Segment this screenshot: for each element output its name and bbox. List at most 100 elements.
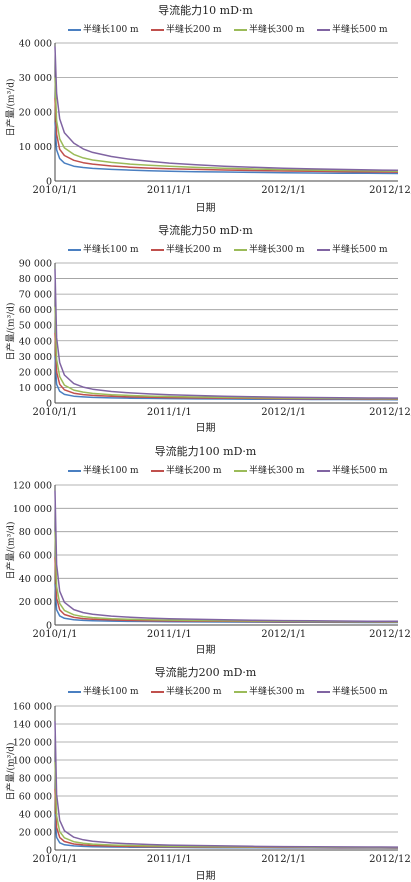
y-tick-label: 60 000 xyxy=(19,305,52,316)
y-tick-label: 40 000 xyxy=(19,810,52,821)
y-tick-label: 0 xyxy=(46,399,52,410)
legend-item: 半缝长300 m xyxy=(234,463,305,476)
series-line xyxy=(54,77,399,172)
y-tick-label: 60 000 xyxy=(19,792,52,803)
y-tick-label: 20 000 xyxy=(19,108,52,119)
legend-swatch xyxy=(234,28,247,31)
series-line xyxy=(54,356,399,401)
y-tick-label: 80 000 xyxy=(19,527,52,538)
y-tick-label: 100 000 xyxy=(13,504,52,515)
legend: 半缝长100 m 半缝长200 m 半缝长300 m 半缝长500 m xyxy=(0,684,411,698)
x-tick-label: 2012/12/31 xyxy=(369,407,411,418)
legend-swatch xyxy=(68,690,81,693)
x-tick-label: 2012/1/1 xyxy=(261,854,306,865)
y-tick-label: 30 000 xyxy=(19,73,52,84)
chart-title: 导流能力10 mD·m xyxy=(158,4,253,17)
legend-swatch xyxy=(151,690,164,693)
x-tick-label: 2010/1/1 xyxy=(33,407,78,418)
legend-item: 半缝长500 m xyxy=(317,242,388,255)
y-tick-label: 20 000 xyxy=(19,597,52,608)
legend-item: 半缝长500 m xyxy=(317,684,388,697)
legend-item: 半缝长200 m xyxy=(151,242,222,255)
y-tick-label: 120 000 xyxy=(13,481,52,492)
y-tick-label: 120 000 xyxy=(13,738,52,749)
x-axis-label: 日期 xyxy=(195,423,216,434)
legend-item: 半缝长200 m xyxy=(151,22,222,35)
legend-label: 半缝长300 m xyxy=(249,245,305,255)
chart-panel-2: 导流能力50 mD·m 半缝长100 m 半缝长200 m 半缝长300 m 半… xyxy=(0,220,411,440)
plot-area: 0 20 000 40 000 60 000 80 000 100 000 120 000 2… xyxy=(13,481,411,641)
series-line xyxy=(54,46,399,172)
y-tick-label: 80 000 xyxy=(19,274,52,285)
y-tick-label: 40 000 xyxy=(19,336,52,347)
x-axis-label: 日期 xyxy=(195,645,216,656)
y-tick-label: 10 000 xyxy=(19,142,52,153)
chart-title: 导流能力200 mD·m xyxy=(154,666,257,679)
legend-swatch xyxy=(151,28,164,31)
legend-label: 半缝长300 m xyxy=(249,25,305,35)
y-tick-label: 20 000 xyxy=(19,828,52,839)
y-tick-label: 60 000 xyxy=(19,551,52,562)
legend-swatch xyxy=(68,469,81,472)
legend-item: 半缝长200 m xyxy=(151,463,222,476)
legend-swatch xyxy=(317,469,330,472)
series-line xyxy=(54,721,399,848)
y-tick-label: 160 000 xyxy=(13,702,52,713)
legend-item: 半缝长300 m xyxy=(234,242,305,255)
legend-item: 半缝长100 m xyxy=(68,463,139,476)
legend-label: 半缝长100 m xyxy=(83,466,139,476)
chart-title: 导流能力50 mD·m xyxy=(158,224,253,237)
legend-swatch xyxy=(317,248,330,251)
y-tick-label: 80 000 xyxy=(19,774,52,785)
legend-label: 半缝长500 m xyxy=(332,245,388,255)
legend-item: 半缝长100 m xyxy=(68,22,139,35)
x-axis-label: 日期 xyxy=(195,871,216,882)
legend-label: 半缝长200 m xyxy=(166,25,222,35)
series-line xyxy=(54,98,399,173)
y-tick-label: 70 000 xyxy=(19,290,52,301)
legend-item: 半缝长500 m xyxy=(317,463,388,476)
legend-swatch xyxy=(317,690,330,693)
legend: 半缝长100 m 半缝长200 m 半缝长300 m 半缝长500 m xyxy=(0,463,411,477)
legend-item: 半缝长300 m xyxy=(234,684,305,697)
legend: 半缝长100 m 半缝长200 m 半缝长300 m 半缝长500 m xyxy=(0,22,411,36)
legend-item: 半缝长100 m xyxy=(68,242,139,255)
x-tick-label: 2012/1/1 xyxy=(261,185,306,196)
plot-area: 0 20 000 40 000 60 000 80 000 100 000 120 000 1… xyxy=(13,702,411,866)
x-tick-label: 2010/1/1 xyxy=(33,185,78,196)
y-tick-label: 50 000 xyxy=(19,321,52,332)
y-tick-label: 140 000 xyxy=(13,720,52,731)
x-tick-label: 2012/12/31 xyxy=(369,854,411,865)
series-line xyxy=(54,332,399,400)
legend-label: 半缝长100 m xyxy=(83,245,139,255)
x-tick-label: 2010/1/1 xyxy=(33,854,78,865)
legend-swatch xyxy=(317,28,330,31)
plot-area: 0 10 000 20 000 30 000 40 000 2010/1/1 2011/1/… xyxy=(19,39,411,197)
y-tick-label: 20 000 xyxy=(19,367,52,378)
y-tick-label: 0 xyxy=(46,177,52,188)
series-line xyxy=(54,269,399,399)
legend-swatch xyxy=(234,690,247,693)
y-tick-label: 0 xyxy=(46,846,52,857)
y-tick-label: 40 000 xyxy=(19,39,52,50)
legend-label: 半缝长300 m xyxy=(249,687,305,697)
x-axis-label: 日期 xyxy=(195,203,216,214)
legend-swatch xyxy=(68,248,81,251)
chart-title: 导流能力100 mD·m xyxy=(154,445,257,458)
legend-swatch xyxy=(234,248,247,251)
legend-label: 半缝长100 m xyxy=(83,25,139,35)
legend-label: 半缝长200 m xyxy=(166,466,222,476)
plot-area: 0 10 000 20 000 30 000 40 000 50 000 60 000 70 … xyxy=(19,259,411,419)
series-line xyxy=(54,557,399,623)
legend-label: 半缝长100 m xyxy=(83,687,139,697)
legend-label: 半缝长500 m xyxy=(332,466,388,476)
legend: 半缝长100 m 半缝长200 m 半缝长300 m 半缝长500 m xyxy=(0,242,411,256)
y-tick-label: 30 000 xyxy=(19,352,52,363)
y-tick-label: 40 000 xyxy=(19,574,52,585)
legend-swatch xyxy=(151,469,164,472)
series-line xyxy=(54,788,399,849)
legend-item: 半缝长200 m xyxy=(151,684,222,697)
legend-swatch xyxy=(68,28,81,31)
x-tick-label: 2011/1/1 xyxy=(147,629,192,640)
legend-swatch xyxy=(151,248,164,251)
